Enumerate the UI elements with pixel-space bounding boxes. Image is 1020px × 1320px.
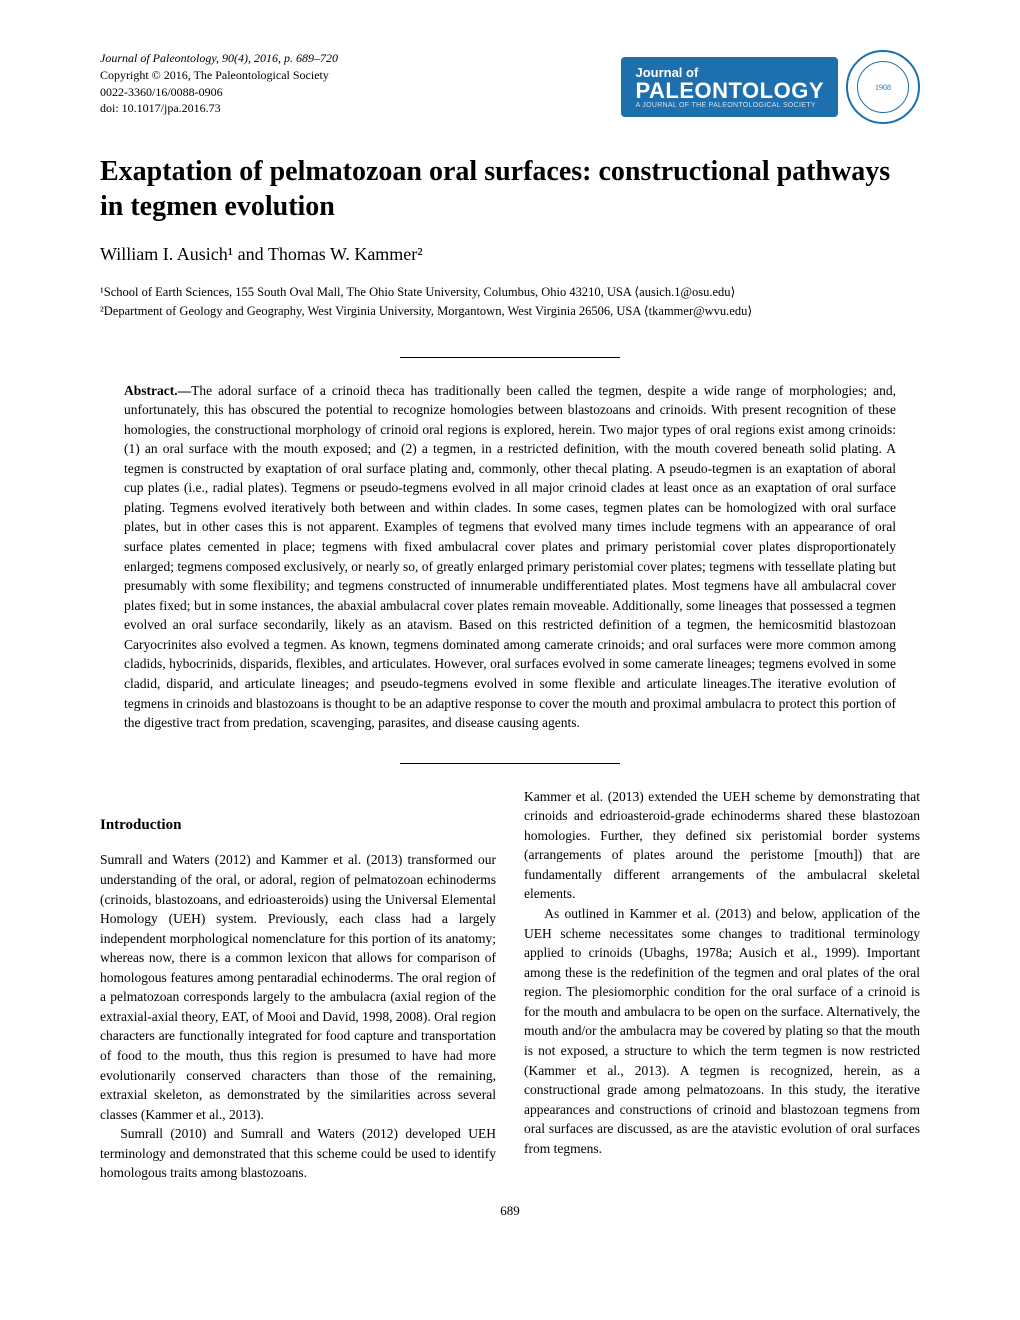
copyright-line: Copyright © 2016, The Paleontological So… bbox=[100, 67, 338, 84]
affiliation-1: ¹School of Earth Sciences, 155 South Ova… bbox=[100, 283, 920, 302]
meta-block: Journal of Paleontology, 90(4), 2016, p.… bbox=[100, 50, 338, 117]
article-title: Exaptation of pelmatozoan oral surfaces:… bbox=[100, 154, 920, 224]
journal-line: Journal of Paleontology, 90(4), 2016, p.… bbox=[100, 50, 338, 67]
seal-year: 1908 bbox=[857, 61, 909, 113]
affiliations: ¹School of Earth Sciences, 155 South Ova… bbox=[100, 283, 920, 321]
society-seal-icon: 1908 bbox=[846, 50, 920, 124]
abstract-label: Abstract.— bbox=[124, 383, 191, 398]
abstract: Abstract.—The adoral surface of a crinoi… bbox=[124, 381, 896, 733]
intro-para-4: As outlined in Kammer et al. (2013) and … bbox=[524, 904, 920, 1158]
logo-group: Journal of PALEONTOLOGY A JOURNAL OF THE… bbox=[621, 50, 920, 124]
introduction-heading: Introduction bbox=[100, 815, 496, 837]
rule-bottom bbox=[100, 751, 920, 769]
logo-main: PALEONTOLOGY bbox=[635, 80, 824, 102]
abstract-text: The adoral surface of a crinoid theca ha… bbox=[124, 383, 896, 731]
page: Journal of Paleontology, 90(4), 2016, p.… bbox=[0, 0, 1020, 1279]
journal-logo: Journal of PALEONTOLOGY A JOURNAL OF THE… bbox=[621, 57, 838, 117]
intro-para-2: Sumrall (2010) and Sumrall and Waters (2… bbox=[100, 1124, 496, 1183]
intro-para-3: Kammer et al. (2013) extended the UEH sc… bbox=[524, 787, 920, 904]
affiliation-2: ²Department of Geology and Geography, We… bbox=[100, 302, 920, 321]
body-columns: Introduction Sumrall and Waters (2012) a… bbox=[100, 787, 920, 1183]
doi-line: doi: 10.1017/jpa.2016.73 bbox=[100, 100, 338, 117]
column-left: Introduction Sumrall and Waters (2012) a… bbox=[100, 787, 496, 1183]
column-right: Kammer et al. (2013) extended the UEH sc… bbox=[524, 787, 920, 1183]
authors: William I. Ausich¹ and Thomas W. Kammer² bbox=[100, 244, 920, 265]
logo-sub: A JOURNAL OF THE PALEONTOLOGICAL SOCIETY bbox=[635, 102, 824, 109]
rule-top bbox=[100, 345, 920, 363]
page-number: 689 bbox=[100, 1203, 920, 1219]
issn-line: 0022-3360/16/0088-0906 bbox=[100, 84, 338, 101]
header-row: Journal of Paleontology, 90(4), 2016, p.… bbox=[100, 50, 920, 124]
intro-para-1: Sumrall and Waters (2012) and Kammer et … bbox=[100, 850, 496, 1124]
